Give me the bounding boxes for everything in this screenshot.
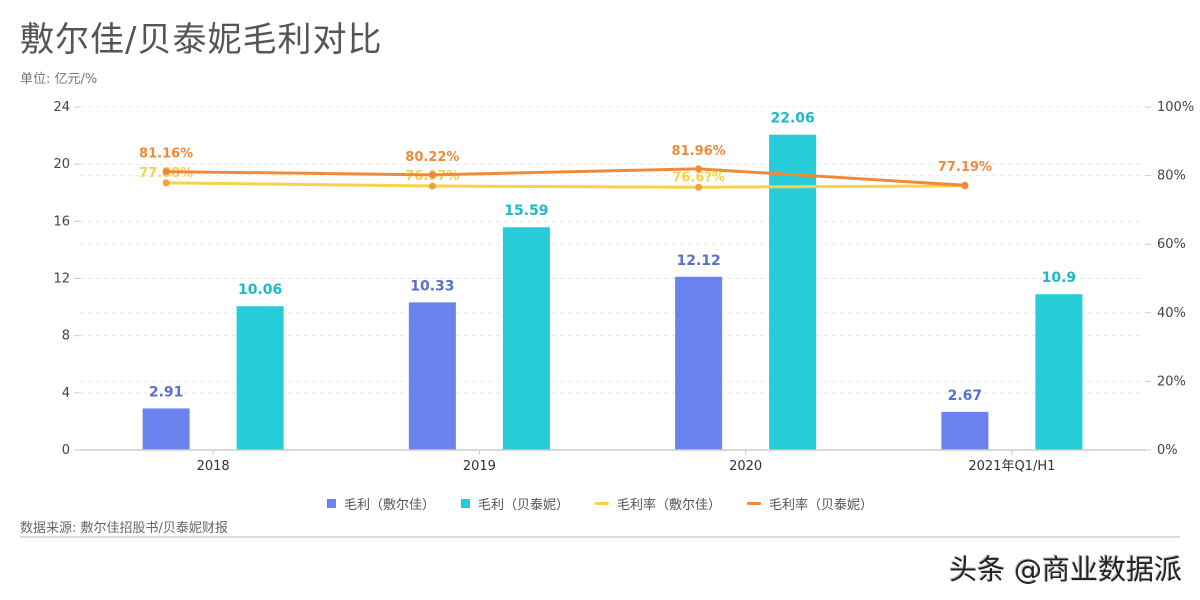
legend-item-fuerjia-gross-profit[interactable]: 毛利（敷尔佳） <box>326 494 435 513</box>
svg-text:22.06: 22.06 <box>770 111 814 127</box>
right-axis: 0% 20% 40% 60% 80% 100% <box>1145 100 1194 458</box>
x-axis: 2018 2019 2020 2021年Q1/H1 <box>80 449 1145 474</box>
svg-text:12.12: 12.12 <box>676 253 720 269</box>
svg-text:12: 12 <box>53 272 70 287</box>
left-axis: 0 4 8 12 16 20 24 <box>53 100 80 458</box>
chart-title: 敷尔佳/贝泰妮毛利对比 <box>20 20 383 60</box>
legend-label: 毛利（贝泰妮） <box>477 498 569 513</box>
legend-label: 毛利率（贝泰妮） <box>769 498 874 513</box>
svg-text:81.96%: 81.96% <box>672 144 726 159</box>
svg-text:0%: 0% <box>1157 443 1178 458</box>
legend-line-icon <box>595 502 609 505</box>
svg-text:10.33: 10.33 <box>410 278 454 294</box>
svg-text:2020: 2020 <box>729 459 762 474</box>
svg-text:2021年Q1/H1: 2021年Q1/H1 <box>968 459 1055 474</box>
unit-label: 单位: 亿元/% <box>20 72 98 87</box>
legend-label: 毛利率（敷尔佳） <box>617 498 722 513</box>
svg-text:24: 24 <box>53 100 70 115</box>
svg-text:15.59: 15.59 <box>504 203 548 219</box>
watermark: 头条 @商业数据派 <box>949 553 1182 586</box>
svg-text:100%: 100% <box>1157 100 1194 115</box>
svg-text:40%: 40% <box>1157 306 1186 321</box>
svg-text:2019: 2019 <box>463 459 496 474</box>
legend-label: 毛利（敷尔佳） <box>343 498 435 513</box>
legend-item-fuerjia-margin[interactable]: 毛利率（敷尔佳） <box>595 494 721 513</box>
svg-text:80.22%: 80.22% <box>405 150 459 165</box>
svg-text:10.9: 10.9 <box>1042 270 1077 286</box>
svg-text:4: 4 <box>62 386 70 401</box>
legend-line-icon <box>747 502 762 505</box>
svg-text:10.06: 10.06 <box>238 282 282 298</box>
svg-text:20%: 20% <box>1157 374 1186 389</box>
legend-item-botanee-margin[interactable]: 毛利率（贝泰妮） <box>747 494 873 513</box>
svg-text:16: 16 <box>53 214 70 229</box>
svg-text:80%: 80% <box>1157 169 1186 184</box>
divider <box>20 536 1180 538</box>
svg-text:20: 20 <box>53 157 70 172</box>
svg-text:2018: 2018 <box>197 459 230 474</box>
svg-text:8: 8 <box>62 329 70 344</box>
legend-swatch-icon <box>326 499 336 508</box>
legend: 毛利（敷尔佳） 毛利（贝泰妮） 毛利率（敷尔佳） 毛利率（贝泰妮） <box>0 494 1200 513</box>
svg-text:2.67: 2.67 <box>948 388 983 404</box>
line-series: 77.88%76.97%76.6?%81.16%80.22%81.96%77.1… <box>139 144 992 191</box>
data-source: 数据来源: 敷尔佳招股书/贝泰妮财报 <box>20 521 228 536</box>
legend-item-botanee-gross-profit[interactable]: 毛利（贝泰妮） <box>460 494 569 513</box>
svg-text:2.91: 2.91 <box>149 384 184 400</box>
legend-swatch-icon <box>460 499 470 508</box>
svg-text:81.16%: 81.16% <box>139 147 193 162</box>
svg-text:77.19%: 77.19% <box>938 160 992 175</box>
svg-text:76.6?%: 76.6?% <box>672 170 725 185</box>
svg-text:0: 0 <box>62 443 70 458</box>
svg-text:60%: 60% <box>1157 237 1186 252</box>
